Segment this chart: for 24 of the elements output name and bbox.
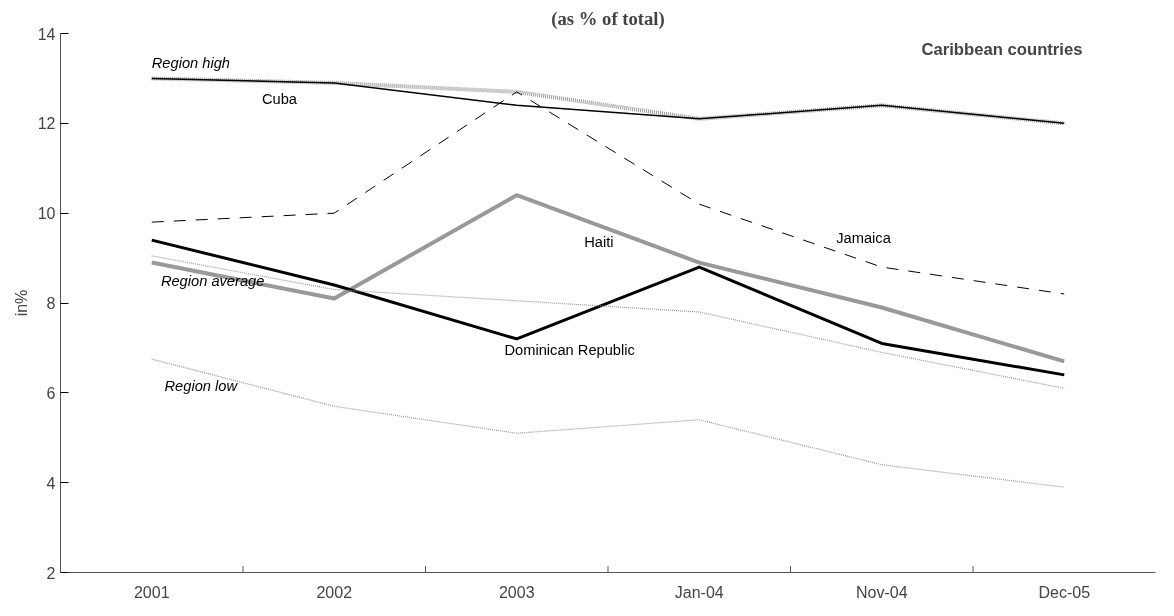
series-label: Region low	[164, 378, 239, 395]
x-tick-label: Jan-04	[674, 583, 724, 601]
y-tick-label: 8	[46, 295, 56, 312]
chart-subtitle: Caribbean countries	[921, 40, 1083, 60]
x-tick-label: 2002	[316, 583, 353, 601]
x-tick-label: 2003	[498, 583, 535, 601]
x-tick-label: Nov-04	[855, 583, 908, 601]
series-label: Haiti	[584, 234, 614, 251]
y-tick-label: 6	[46, 384, 56, 402]
y-axis-title: in%	[12, 289, 30, 317]
y-tick-label: 2	[46, 564, 56, 582]
y-tick-label: 12	[37, 115, 56, 133]
line-series	[151, 358, 1065, 488]
series-label: Dominican Republic	[504, 342, 635, 359]
chart-title: (as % of total)	[551, 7, 665, 30]
x-tick-label: 2001	[133, 583, 170, 601]
series-label: Cuba	[261, 90, 298, 107]
y-tick-label: 4	[46, 474, 56, 492]
series-label: Region average	[160, 272, 265, 289]
x-tick-label: Dec-05	[1038, 583, 1091, 601]
y-tick-label: 10	[37, 205, 56, 223]
series-label: Jamaica	[836, 229, 892, 246]
y-tick-label: 14	[37, 25, 56, 43]
series-label: Region high	[151, 54, 230, 71]
